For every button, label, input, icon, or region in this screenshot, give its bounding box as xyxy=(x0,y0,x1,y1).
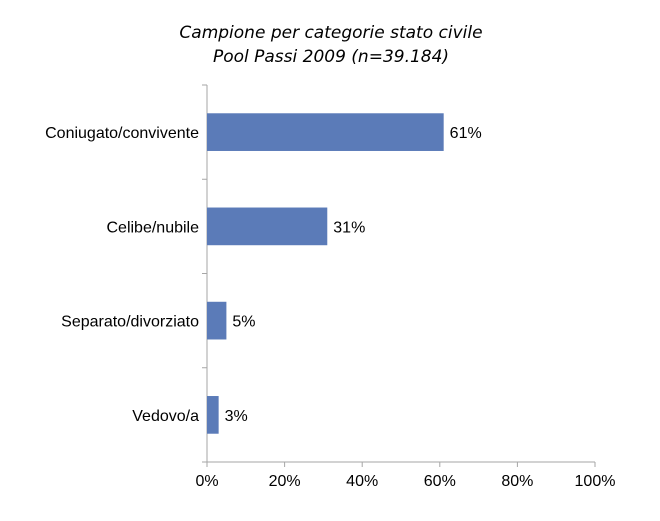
data-label: 31% xyxy=(333,219,365,236)
bar xyxy=(207,113,444,151)
chart-title: Campione per categorie stato civile xyxy=(179,23,482,43)
category-label: Coniugato/convivente xyxy=(45,125,199,142)
x-tick-label: 60% xyxy=(424,473,456,490)
data-label: 61% xyxy=(450,125,482,142)
category-label: Celibe/nubile xyxy=(106,219,199,236)
chart-subtitle: Pool Passi 2009 (n=39.184) xyxy=(213,47,449,67)
data-label: 5% xyxy=(232,314,255,331)
x-tick-label: 100% xyxy=(575,473,616,490)
plot-area: 0% 20% 40% 60% 80% 100% Coniugato/convivente 61… xyxy=(45,84,616,490)
x-tick-label: 80% xyxy=(501,473,533,490)
category-label: Vedovo/a xyxy=(132,408,199,425)
x-tick-label: 40% xyxy=(346,473,378,490)
x-tick-label: 0% xyxy=(195,473,218,490)
bar xyxy=(207,301,227,340)
x-tick-label: 20% xyxy=(269,473,301,490)
bar xyxy=(207,207,328,246)
data-label: 3% xyxy=(225,408,248,425)
bar xyxy=(207,396,219,434)
category-label: Separato/divorziato xyxy=(61,314,199,331)
